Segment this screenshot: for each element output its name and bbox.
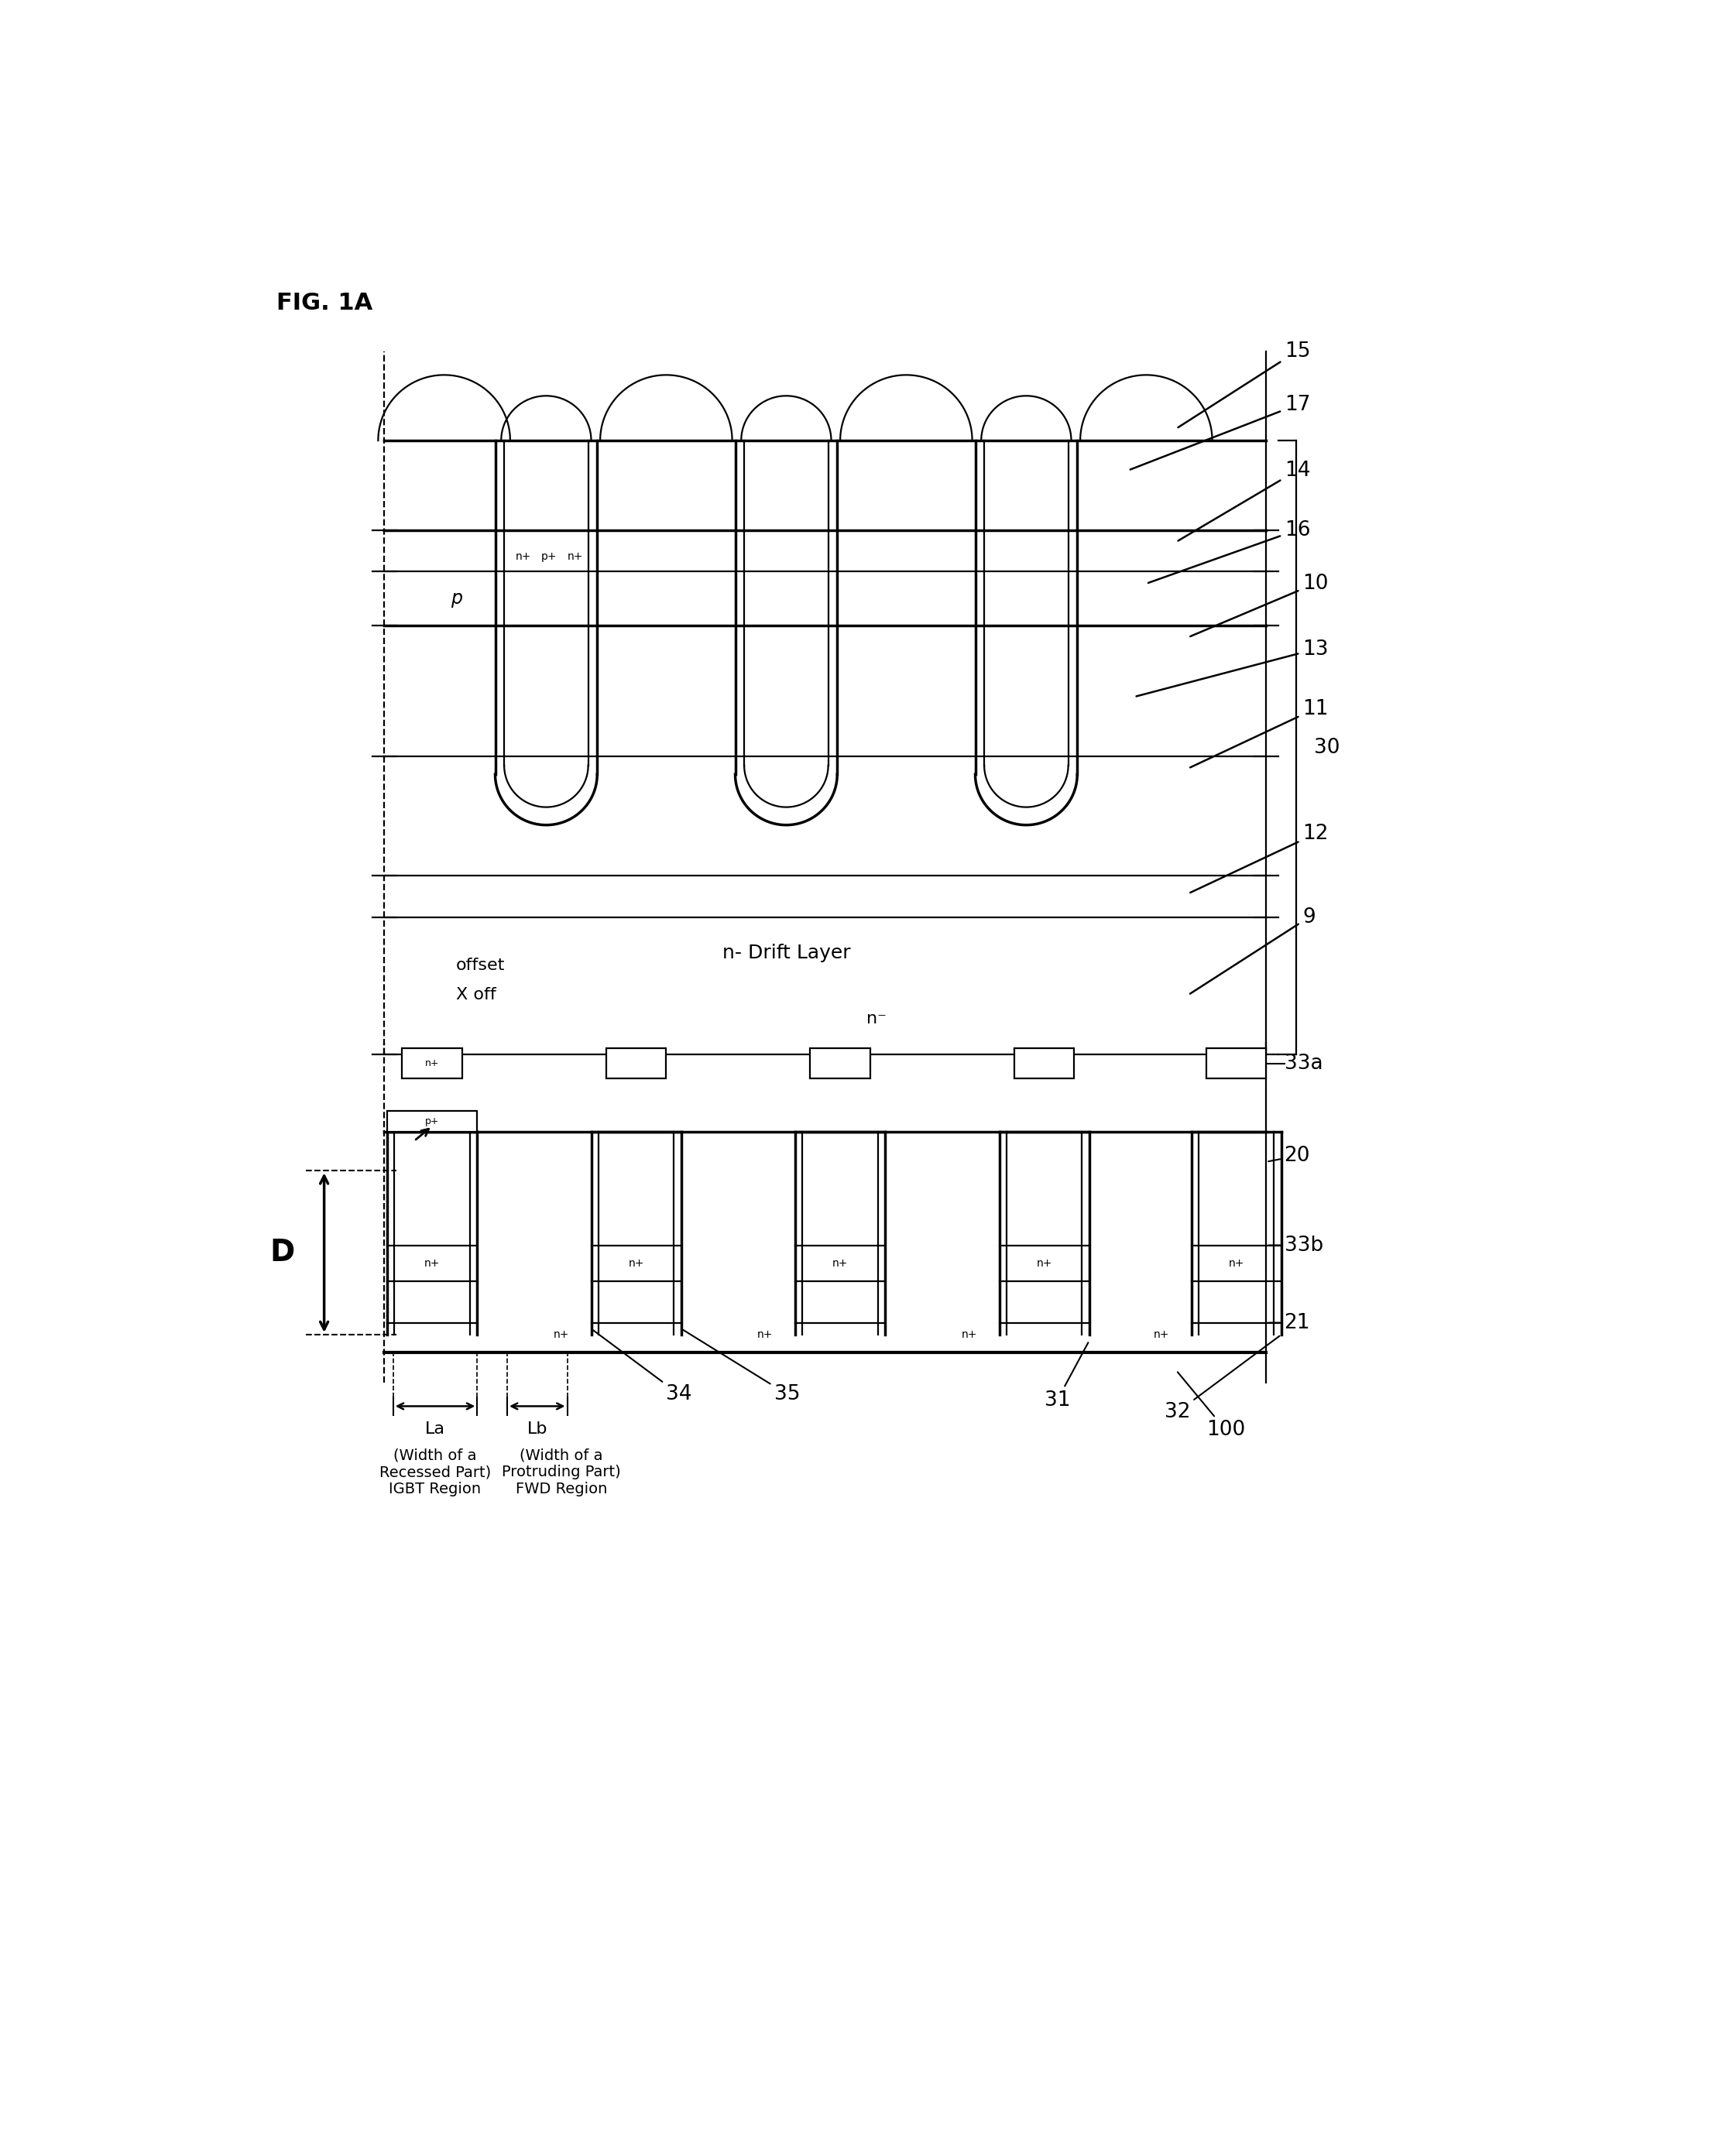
Text: 30: 30 [1314, 737, 1340, 757]
Text: 9: 9 [1190, 908, 1316, 994]
Text: n+: n+ [961, 1330, 977, 1341]
Bar [1207, 1048, 1266, 1078]
Text: 32: 32 [1164, 1337, 1279, 1423]
Text: n+: n+ [1036, 1257, 1053, 1268]
Text: n+: n+ [515, 552, 531, 563]
Text: n⁻: n⁻ [866, 1011, 887, 1026]
Text: 21: 21 [1269, 1313, 1311, 1332]
Text: p+: p+ [425, 1117, 439, 1128]
Text: 11: 11 [1190, 699, 1328, 768]
Text: n+: n+ [832, 1257, 849, 1268]
Text: La: La [425, 1421, 446, 1436]
Text: p: p [450, 589, 462, 608]
Bar [403, 1048, 462, 1078]
Text: offset: offset [456, 957, 505, 972]
Text: 13: 13 [1136, 638, 1328, 696]
Bar [1015, 1048, 1074, 1078]
Text: n+: n+ [553, 1330, 569, 1341]
Bar [387, 1110, 477, 1132]
Text: 12: 12 [1190, 824, 1328, 893]
Text: (Width of a
Recessed Part)
IGBT Region: (Width of a Recessed Part) IGBT Region [379, 1449, 491, 1496]
Text: n+: n+ [425, 1059, 439, 1069]
Text: 33a: 33a [1285, 1054, 1323, 1074]
Text: D: D [270, 1238, 294, 1268]
Text: n- Drift Layer: n- Drift Layer [723, 944, 851, 962]
Text: 17: 17 [1131, 395, 1311, 470]
Text: FIG. 1A: FIG. 1A [277, 291, 372, 315]
Text: Lb: Lb [527, 1421, 548, 1436]
Text: n+: n+ [757, 1330, 773, 1341]
Text: (Width of a
Protruding Part)
FWD Region: (Width of a Protruding Part) FWD Region [501, 1449, 621, 1496]
Text: 15: 15 [1177, 341, 1311, 427]
Text: 14: 14 [1177, 459, 1311, 541]
Text: n+: n+ [424, 1257, 441, 1268]
Text: p+: p+ [541, 552, 557, 563]
Bar [607, 1048, 666, 1078]
Text: 100: 100 [1177, 1371, 1245, 1440]
Bar [811, 1048, 870, 1078]
Text: 34: 34 [593, 1330, 692, 1404]
Text: 33b: 33b [1269, 1235, 1323, 1255]
Text: n+: n+ [1228, 1257, 1245, 1268]
Text: X off: X off [456, 987, 496, 1003]
Text: 10: 10 [1190, 573, 1328, 636]
Text: 16: 16 [1148, 520, 1311, 582]
Text: n+: n+ [1153, 1330, 1169, 1341]
Text: n+: n+ [628, 1257, 645, 1268]
Text: 31: 31 [1044, 1343, 1088, 1410]
Text: 35: 35 [683, 1330, 801, 1404]
Text: 20: 20 [1269, 1145, 1311, 1166]
Text: n+: n+ [567, 552, 583, 563]
